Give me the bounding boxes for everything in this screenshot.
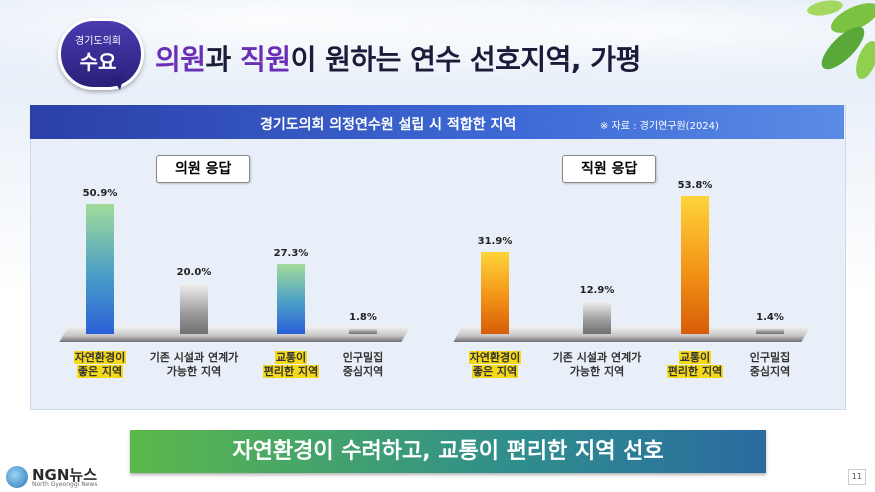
section-badge: 경기도의회 수요 [58,18,144,90]
logo-subtitle: North Gyeonggi News [32,481,98,488]
title-highlight-council: 의원 [155,43,206,76]
badge-small-text: 경기도의회 [75,36,121,47]
title-highlight-staff: 직원 [240,43,291,76]
council-value-label-3: 27.3% [273,248,309,259]
council-category-label-1: 자연환경이 좋은 지역 [73,351,127,378]
staff-bar-4 [756,328,784,334]
staff-category-label-1: 자연환경이 좋은 지역 [468,351,522,378]
council-value-label-4: 1.8% [349,312,377,323]
staff-bar-3 [681,196,709,334]
ngn-news-logo: NGN뉴스 North Gyeonggi News [6,464,116,490]
badge-tail [110,76,124,90]
page-number: 11 [848,469,866,485]
summary-banner: 자연환경이 수려하고, 교통이 편리한 지역 선호 [130,430,766,473]
council-response-label: 의원 응답 [156,155,251,183]
staff-value-label-4: 1.4% [756,312,784,323]
council-bar-2 [180,283,208,334]
council-value-label-2: 20.0% [176,267,212,278]
page-title: 의원과 직원이 원하는 연수 선호지역, 가평 [155,38,641,78]
staff-category-label-3: 교통이 편리한 지역 [666,351,724,378]
sky-background [0,0,875,100]
chart-source-note: ※ 자료 : 경기연구원(2024) [600,121,719,132]
council-bar-1 [86,204,114,334]
council-category-label-3: 교통이 편리한 지역 [262,351,320,378]
badge-big-text: 수요 [79,50,117,74]
council-bar-4 [349,328,377,334]
title-text-rest: 이 원하는 연수 선호지역, 가평 [290,43,642,76]
council-value-label-1: 50.9% [82,188,118,199]
chart-panel-title: 경기도의회 의정연수원 설립 시 적합한 지역 [260,117,517,133]
badge-bubble [58,18,144,90]
staff-response-label: 직원 응답 [562,155,657,183]
staff-value-label-2: 12.9% [579,285,615,296]
staff-bar-1 [481,252,509,334]
title-text-connector: 과 [205,43,241,76]
staff-value-label-3: 53.8% [677,180,713,191]
leaves-decoration [807,0,875,80]
staff-bar-2 [583,301,611,334]
logo-name: NGN뉴스 [32,466,98,484]
staff-category-label-4: 인구밀집 중심지역 [749,351,791,378]
staff-value-label-1: 31.9% [477,236,513,247]
council-bar-3 [277,264,305,334]
chart-panel-header [30,105,844,139]
council-category-label-2: 기존 시설과 연계가 가능한 지역 [149,351,239,378]
staff-category-label-2: 기존 시설과 연계가 가능한 지역 [552,351,642,378]
globe-icon [6,466,28,488]
council-category-label-4: 인구밀집 중심지역 [342,351,384,378]
